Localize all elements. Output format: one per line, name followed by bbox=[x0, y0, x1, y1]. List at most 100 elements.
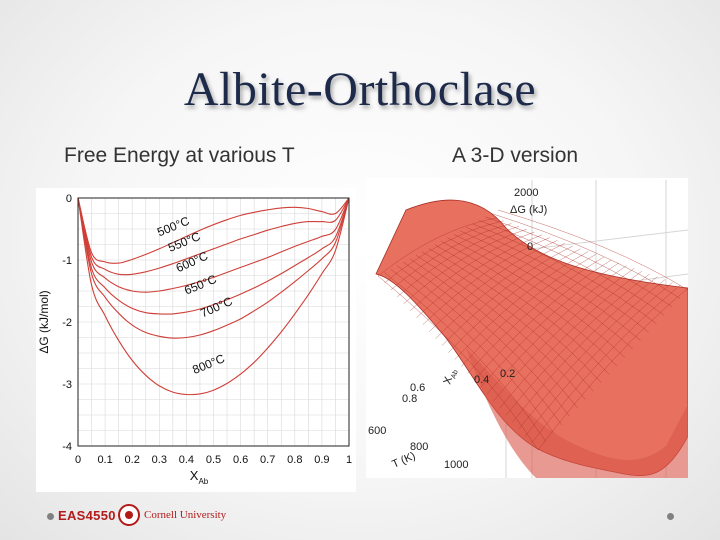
surface-mesh-line bbox=[396, 265, 562, 425]
chart-grid bbox=[77, 197, 350, 447]
surface-mesh-line bbox=[467, 257, 604, 374]
surface-mesh bbox=[375, 199, 688, 478]
surface-mesh-line bbox=[460, 230, 641, 341]
x-tick-label: 0.9 bbox=[314, 454, 329, 466]
surface-mesh-line bbox=[422, 251, 594, 392]
y-tick-label: -1 bbox=[62, 255, 72, 267]
surface-mesh-line bbox=[505, 273, 650, 416]
y-tick-label: -4 bbox=[62, 441, 72, 453]
surface-mesh-line bbox=[486, 265, 627, 395]
right-caption: A 3-D version bbox=[452, 144, 579, 167]
plot-frame bbox=[77, 197, 350, 447]
curve-500c bbox=[77, 197, 350, 264]
z-axis-label: ΔG (kJ) bbox=[510, 204, 547, 216]
curve-label: 700°C bbox=[198, 294, 235, 321]
x-tick-label: 0.1 bbox=[97, 454, 112, 466]
surface-gridlines bbox=[377, 209, 688, 451]
t-tick-600: 600 bbox=[368, 425, 386, 437]
surface-mesh-line bbox=[497, 209, 688, 291]
y-axis-label: ΔG (kJ/mol) bbox=[37, 290, 51, 353]
footer-bullet-right bbox=[667, 513, 674, 520]
x-axis-label-3d: XAb bbox=[441, 367, 459, 387]
surface-mesh-line bbox=[454, 251, 589, 360]
x-axis-label: XAb bbox=[190, 468, 209, 486]
y-tick-label: -3 bbox=[62, 379, 72, 391]
institution-name: Cornell University bbox=[144, 509, 227, 521]
surface-mesh-line bbox=[390, 223, 512, 291]
x-tick-label: 0.7 bbox=[260, 454, 275, 466]
surface-mesh-line bbox=[377, 275, 539, 451]
curve-label: 600°C bbox=[174, 249, 211, 276]
y-tick-labels: 0 -1 -2 -3 -4 bbox=[62, 193, 72, 453]
x-tick-label: 0.2 bbox=[125, 454, 140, 466]
surface-mesh-line bbox=[384, 220, 504, 284]
surface-mesh-line bbox=[480, 262, 620, 388]
z-tick-0: 0 bbox=[527, 241, 533, 253]
x-tick-0.4: 0.4 bbox=[474, 374, 489, 386]
surface-mesh-line bbox=[428, 248, 602, 383]
surface-mesh-line bbox=[493, 268, 635, 402]
university-seal-icon bbox=[118, 504, 140, 526]
z-tick-2000: 2000 bbox=[514, 187, 538, 199]
surface-chart: 2000 ΔG (kJ) 0 XAb 0.8 0.6 0.4 0.2 600 8… bbox=[368, 180, 688, 478]
x-tick-label: 0.3 bbox=[152, 454, 167, 466]
surface-mesh-line bbox=[518, 279, 666, 430]
surface-mesh-line bbox=[435, 242, 566, 339]
curve-600c bbox=[77, 197, 350, 293]
x-tick-label: 0 bbox=[75, 454, 81, 466]
x-tick-label: 1 bbox=[346, 454, 352, 466]
surface-mesh-line bbox=[448, 248, 581, 353]
surface-mesh-line bbox=[531, 285, 681, 444]
curve-700c bbox=[77, 197, 350, 339]
surface-mesh-line bbox=[434, 244, 610, 375]
course-code: EAS4550 bbox=[58, 508, 116, 523]
surface-mesh-line bbox=[537, 287, 688, 451]
x-tick-labels: 0 0.1 0.2 0.3 0.4 0.5 0.6 0.7 0.8 0.9 1 bbox=[75, 454, 352, 466]
surface-mesh-line bbox=[397, 226, 520, 298]
surface-mesh-line bbox=[485, 216, 673, 307]
surface-mesh-line bbox=[415, 255, 586, 400]
curve-800c bbox=[77, 197, 350, 396]
surface-mesh-line bbox=[472, 223, 657, 324]
curve-550c bbox=[77, 197, 350, 276]
surface-chart-panel: 2000 ΔG (kJ) 0 XAb 0.8 0.6 0.4 0.2 600 8… bbox=[366, 178, 688, 478]
surface-mesh-line bbox=[422, 237, 550, 325]
curve-label: 800°C bbox=[190, 351, 227, 377]
surface-mesh-line bbox=[441, 245, 573, 346]
chart-curves bbox=[77, 197, 350, 396]
surface-mesh-line bbox=[409, 231, 535, 311]
surface-mesh-line bbox=[377, 217, 497, 277]
y-tick-label: 0 bbox=[66, 193, 72, 205]
slide-footer: EAS4550 Cornell University bbox=[0, 498, 720, 538]
curve-650c bbox=[77, 197, 350, 315]
x-tick-0.2: 0.2 bbox=[500, 368, 515, 380]
surface-mesh-line bbox=[403, 261, 570, 417]
surface-mesh-line bbox=[491, 213, 681, 299]
x-tick-label: 0.6 bbox=[233, 454, 248, 466]
surface-mesh-line bbox=[473, 259, 612, 381]
x-tick-0.6: 0.6 bbox=[410, 382, 425, 394]
slide-title: Albite-Orthoclase bbox=[183, 63, 537, 116]
surface-mesh-line bbox=[429, 240, 558, 332]
x-tick-label: 0.5 bbox=[206, 454, 221, 466]
surface-mesh-line bbox=[416, 234, 543, 318]
energy-surface-shading bbox=[466, 348, 688, 478]
y-tick-label: -2 bbox=[62, 317, 72, 329]
x-tick-label: 0.8 bbox=[287, 454, 302, 466]
t-axis-label: T (K) bbox=[390, 450, 417, 471]
left-caption: Free Energy at various T bbox=[64, 144, 295, 167]
surface-mesh-line bbox=[466, 227, 649, 333]
surface-mesh-line bbox=[512, 276, 658, 423]
free-energy-chart: 0 0.1 0.2 0.3 0.4 0.5 0.6 0.7 0.8 0.9 1 0-1-2-3-4 … bbox=[37, 193, 352, 486]
surface-mesh-line bbox=[499, 271, 643, 409]
footer-bullet-left bbox=[47, 513, 54, 520]
surface-mesh-line bbox=[409, 258, 578, 409]
x-tick-0.8: 0.8 bbox=[402, 393, 417, 405]
surface-mesh-line bbox=[390, 268, 554, 434]
t-tick-1000: 1000 bbox=[444, 459, 468, 471]
free-energy-chart-panel: 0 0.1 0.2 0.3 0.4 0.5 0.6 0.7 0.8 0.9 1 0 -1 -2 -3 -4 … bbox=[36, 188, 356, 492]
surface-mesh-line bbox=[403, 228, 527, 304]
x-tick-label: 0.4 bbox=[179, 454, 194, 466]
surface-mesh-line bbox=[461, 254, 596, 367]
